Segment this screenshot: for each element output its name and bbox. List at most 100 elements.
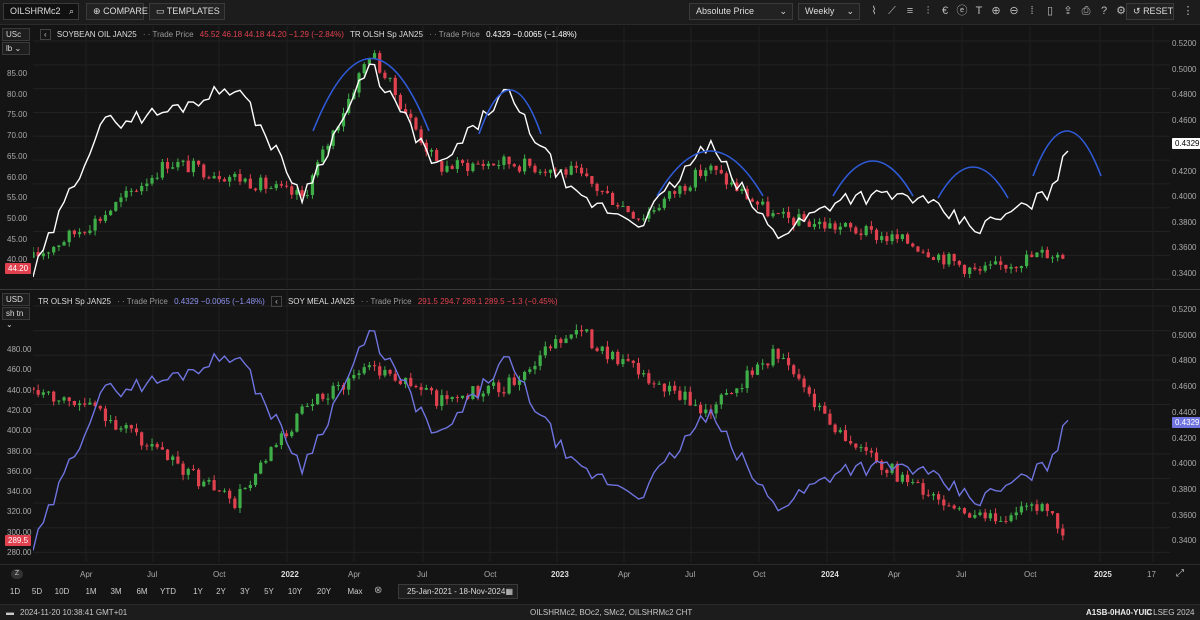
candle: [274, 445, 278, 448]
candle: [755, 364, 760, 375]
interval-select[interactable]: Weekly ⌄: [798, 3, 860, 20]
events-icon[interactable]: ⓔ: [956, 5, 968, 17]
candle: [900, 234, 904, 240]
share-icon[interactable]: ⇪: [1063, 5, 1073, 17]
zoom-in-icon[interactable]: ⊕: [991, 5, 1001, 17]
panel-divider[interactable]: [0, 289, 1200, 290]
candle: [186, 160, 190, 173]
candle: [109, 210, 113, 216]
candle: [652, 383, 656, 385]
candle: [642, 218, 646, 220]
y-tick-label: 70.00: [7, 131, 28, 141]
unit-select-weight[interactable]: lb ⌄: [2, 42, 30, 55]
print-icon[interactable]: ⎙: [1081, 5, 1091, 17]
unit-select-weight[interactable]: sh tn ⌄: [2, 307, 30, 329]
candle: [730, 182, 734, 185]
x-tick-label: 2023: [551, 570, 569, 579]
candle: [440, 395, 444, 406]
candle: [52, 246, 56, 253]
candle: [171, 456, 175, 460]
candle: [186, 468, 190, 475]
ric-input[interactable]: OILSHRMc2 ⌕: [3, 3, 79, 20]
candle: [248, 178, 252, 189]
fibonacci-icon[interactable]: ≡: [906, 5, 914, 17]
candle: [657, 207, 661, 211]
candle: [497, 382, 501, 393]
price-mode-select[interactable]: Absolute Price ⌄: [689, 3, 793, 20]
top-right-price-tag: 0.4329: [1172, 138, 1200, 149]
range-button-ytd[interactable]: YTD: [160, 587, 176, 596]
unit-select-currency[interactable]: USD ⌄: [2, 293, 30, 315]
candle: [1014, 266, 1018, 269]
candle: [978, 269, 982, 271]
zoom-z-icon[interactable]: Z: [11, 569, 23, 579]
candle: [414, 386, 418, 388]
range-button-5y[interactable]: 5Y: [264, 587, 274, 596]
candle: [766, 363, 770, 366]
zoom-out-icon[interactable]: ⊖: [1009, 5, 1019, 17]
candle: [103, 408, 108, 422]
draw-line-icon[interactable]: ⟋: [888, 5, 896, 17]
range-button-max[interactable]: Max: [347, 587, 363, 596]
expand-icon[interactable]: ⤢: [1176, 568, 1184, 579]
candle: [336, 384, 340, 386]
candle: [1025, 254, 1029, 267]
gear-icon[interactable]: ⚙: [1116, 5, 1126, 17]
candle: [859, 233, 863, 236]
date-range-picker[interactable]: 25-Jan-2021 - 18-Nov-2024 ▦: [398, 584, 518, 599]
unit-select-currency[interactable]: USc ⌄: [2, 28, 30, 50]
candle: [455, 397, 459, 399]
range-button-1d[interactable]: 1D: [9, 587, 21, 596]
collapse-legend-icon[interactable]: ‹: [40, 29, 51, 40]
range-button-3y[interactable]: 3Y: [240, 587, 250, 596]
range-button-1y[interactable]: 1Y: [193, 587, 203, 596]
candle: [57, 245, 61, 247]
text-icon[interactable]: T: [975, 5, 983, 17]
range-button-20y[interactable]: 20Y: [316, 587, 332, 596]
candle: [869, 450, 873, 453]
help-icon[interactable]: ?: [1100, 5, 1108, 17]
candle: [36, 390, 40, 395]
candle: [926, 494, 930, 496]
candle: [160, 161, 164, 178]
candle: [279, 433, 283, 446]
layout-icon[interactable]: ⁞: [1030, 5, 1034, 17]
candle: [284, 185, 289, 187]
currency-icon[interactable]: €: [941, 5, 949, 17]
x-tick-label: Oct: [213, 570, 226, 579]
line-chart-icon[interactable]: ⌇: [871, 5, 877, 17]
range-button-10y[interactable]: 10Y: [287, 587, 303, 596]
top-legend: ‹ SOYBEAN OIL JAN25 · · Trade Price 45.5…: [40, 29, 581, 40]
candle: [517, 380, 522, 385]
range-button-5d[interactable]: 5D: [31, 587, 43, 596]
range-settings-icon[interactable]: ⊗: [374, 585, 383, 596]
candle: [145, 183, 149, 186]
collapse-legend-icon[interactable]: ‹: [271, 296, 282, 307]
range-button-6m[interactable]: 6M: [136, 587, 148, 596]
candle: [962, 508, 967, 514]
candle: [869, 226, 873, 230]
templates-button[interactable]: ▭ TEMPLATES: [149, 3, 225, 20]
candle: [973, 514, 977, 518]
bookmark-icon[interactable]: ▯: [1046, 5, 1054, 17]
studies-icon[interactable]: ⫶: [926, 5, 930, 17]
range-button-10d[interactable]: 10D: [54, 587, 70, 596]
y-tick-label: 0.3400: [1172, 536, 1197, 546]
range-button-1m[interactable]: 1M: [85, 587, 97, 596]
candle: [724, 173, 729, 185]
range-button-2y[interactable]: 2Y: [216, 587, 226, 596]
reset-button[interactable]: ↺ RESET: [1126, 3, 1174, 20]
candle: [1035, 252, 1039, 258]
instrument-list: OILSHRMc2, BOc2, SMc2, OILSHRMc2 CHT: [530, 608, 693, 617]
candle: [807, 387, 811, 394]
candle: [429, 150, 434, 152]
candle: [983, 265, 987, 271]
compare-button[interactable]: ⊕ COMPARE: [86, 3, 148, 20]
candle: [88, 230, 92, 233]
more-icon[interactable]: ⋮: [1182, 5, 1194, 17]
candle: [331, 130, 335, 146]
range-button-3m[interactable]: 3M: [110, 587, 122, 596]
x-tick-label: Oct: [484, 570, 497, 579]
candle: [321, 149, 325, 163]
candle: [378, 366, 382, 376]
